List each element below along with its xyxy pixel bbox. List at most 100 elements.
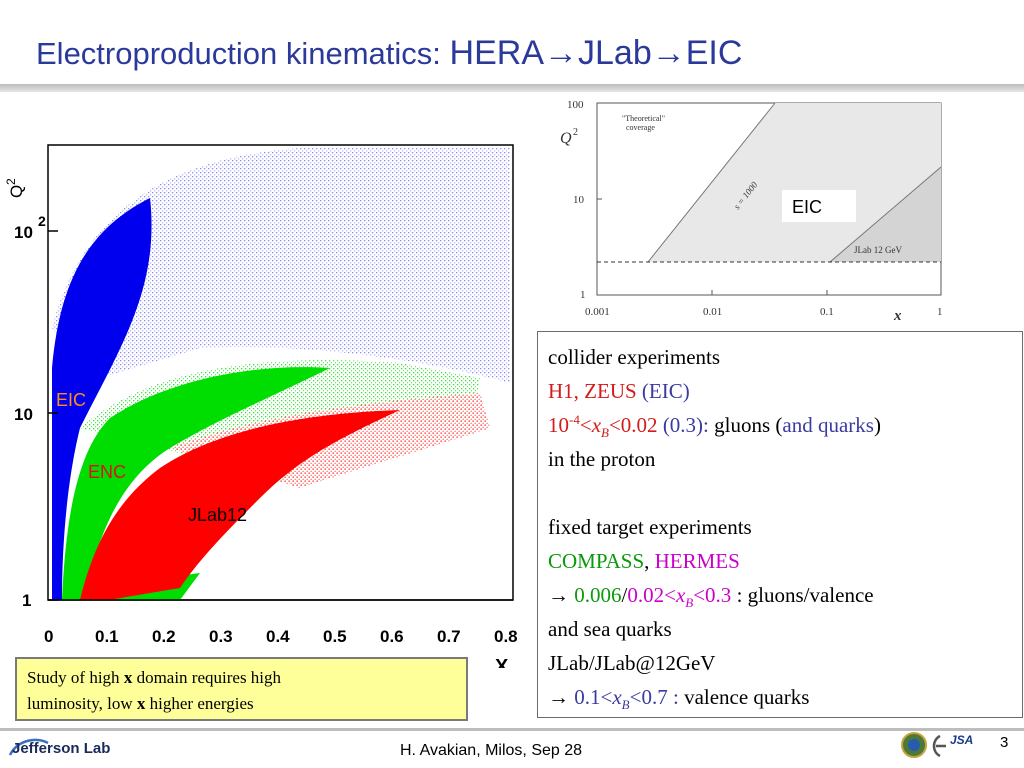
text-line: in the proton [548, 442, 1022, 476]
coverage-x-tick: 1 [937, 306, 943, 318]
range-exp: -4 [569, 412, 580, 427]
title-rule [0, 84, 1024, 92]
jlab-boundary-line [829, 166, 942, 263]
jlab-lower: 0.1< [574, 685, 613, 709]
jlab-upper: <0.7 : [629, 685, 685, 709]
title-main: HERA→JLab→EIC [449, 34, 743, 72]
hermes-text: HERMES [654, 549, 740, 573]
y-tick-label: 1 [22, 591, 31, 610]
coverage-y-tick: 10 [573, 194, 585, 206]
x-tick-label: 0.1 [95, 627, 119, 646]
eic-dense-region [52, 198, 152, 600]
comma: , [644, 549, 655, 573]
y-tick-marks [48, 230, 58, 601]
text-line: COMPASS, HERMES [548, 544, 1022, 578]
text-line: → 0.1<xB<0.7 : valence quarks [548, 680, 1022, 714]
eic-label-box [782, 190, 856, 222]
text-line: fixed target experiments [548, 510, 1022, 544]
note-text: Study of high [27, 668, 124, 687]
range-xsub: B [601, 425, 609, 441]
range-x: x [591, 413, 602, 437]
y-axis-label-exp: 2 [4, 178, 18, 185]
coverage-y-tick: 100 [567, 99, 584, 111]
note-text: domain requires high [132, 668, 282, 687]
range-lt: < [579, 413, 592, 437]
coverage-ticks [597, 198, 828, 295]
collider-heading: collider experiments [548, 345, 721, 369]
jlab12-dense-region [80, 410, 400, 600]
in-proton-text: in the proton [548, 447, 656, 471]
text-line: and sea quarks [548, 612, 1022, 646]
blank-line [548, 476, 1022, 510]
hermes-lower: 0.02 [627, 583, 665, 607]
jlab-coverage-label: JLab 12 GeV [854, 245, 902, 255]
lt: < [664, 583, 676, 607]
coverage-plot: 100 10 1 0.001 0.01 0.1 1 Q 2 x "Theoret… [560, 99, 943, 324]
y-axis-label: Q 2 [4, 178, 26, 198]
close-paren: ) [873, 413, 881, 437]
upper-limit: <0.3 [693, 583, 732, 607]
range-base: 10 [548, 413, 569, 437]
text-line: collider experiments [548, 340, 1022, 374]
x-tick-label: 0.5 [323, 627, 347, 646]
jsa-text: JSA [950, 733, 973, 747]
xb-x: x [675, 583, 686, 607]
x-tick-label: 0.4 [266, 627, 290, 646]
valence-quarks-text: valence quarks [684, 685, 810, 709]
jlab12-region-label: JLab12 [188, 505, 247, 525]
fixed-target-heading: fixed target experiments [548, 515, 752, 539]
y-tick-label: 10 [14, 223, 33, 242]
coverage-x-tick: 0.01 [703, 306, 722, 318]
text-line: 10-4<xB<0.02 (0.3): gluons (and quarks) [548, 408, 1022, 442]
note-text: higher energies [145, 694, 254, 713]
coverage-x-label: x [893, 308, 902, 324]
left-scatter-plot: 1 10 10 2 Q 2 0 0.1 0.2 0.3 0.4 0.5 0.6 … [4, 144, 518, 668]
slash: / [621, 583, 628, 607]
note-x: x [123, 668, 133, 687]
eic-sparse-region [52, 148, 510, 383]
coverage-y-tick: 1 [580, 289, 586, 301]
text-line: H1, ZEUS (EIC) [548, 374, 1022, 408]
footer-author: H. Avakian, Milos, Sep 28 [400, 742, 583, 759]
text-line: → 0.006/0.02<xB<0.3 : gluons/valence [548, 578, 1022, 612]
xb-sub: B [621, 697, 630, 713]
x-axis-label: X [495, 656, 509, 668]
coverage-label: coverage [626, 123, 655, 132]
jlab-text: JLab/JLab@12GeV [548, 651, 716, 675]
eic-coverage-label: EIC [792, 197, 822, 217]
jsa-swoosh-icon [932, 734, 946, 758]
page-number: 3 [1000, 734, 1009, 751]
theoretical-label: "Theoretical" [622, 114, 665, 123]
eic-region-label: EIC [56, 390, 86, 410]
x-tick-label: 0.7 [437, 627, 461, 646]
x-tick-labels: 0 0.1 0.2 0.3 0.4 0.5 0.6 0.7 0.8 [44, 627, 518, 646]
note-x: x [136, 694, 146, 713]
compass-text: COMPASS [548, 549, 645, 573]
high-x-note: Study of high x domain requires high lum… [15, 657, 468, 721]
range-upper: <0.02 [608, 413, 663, 437]
coverage-x-tick: 0.001 [585, 306, 610, 318]
x-tick-label: 0.3 [209, 627, 233, 646]
xb-x: x [612, 685, 622, 709]
arrow-icon: → [548, 583, 575, 607]
range-eic-upper: (0.3): [662, 413, 715, 437]
arrow-icon: → [548, 685, 575, 709]
footer-rule [0, 728, 1024, 731]
gluons-valence: : gluons/valence [731, 583, 874, 607]
enc-region-label: ENC [88, 462, 126, 482]
compass-lower: 0.006 [574, 583, 622, 607]
doe-seal-inner-icon [908, 739, 920, 751]
slide-title: Electroproduction kinematics: HERA→JLab→… [36, 34, 742, 73]
coverage-x-tick: 0.1 [820, 306, 834, 318]
s-line [647, 102, 776, 263]
and-quarks-text: and quarks [782, 413, 874, 437]
h1-zeus-text: H1, ZEUS [548, 379, 642, 403]
eic-paren-text: (EIC) [641, 379, 690, 403]
enc-dense-region [62, 367, 330, 600]
x-tick-label: 0 [44, 627, 53, 646]
theoretical-coverage-area [648, 103, 941, 262]
x-tick-label: 0.8 [494, 627, 518, 646]
gluons-text: gluons ( [714, 413, 783, 437]
coverage-y-label: Q [560, 130, 572, 147]
logo-text: Jefferson Lab [12, 740, 110, 757]
